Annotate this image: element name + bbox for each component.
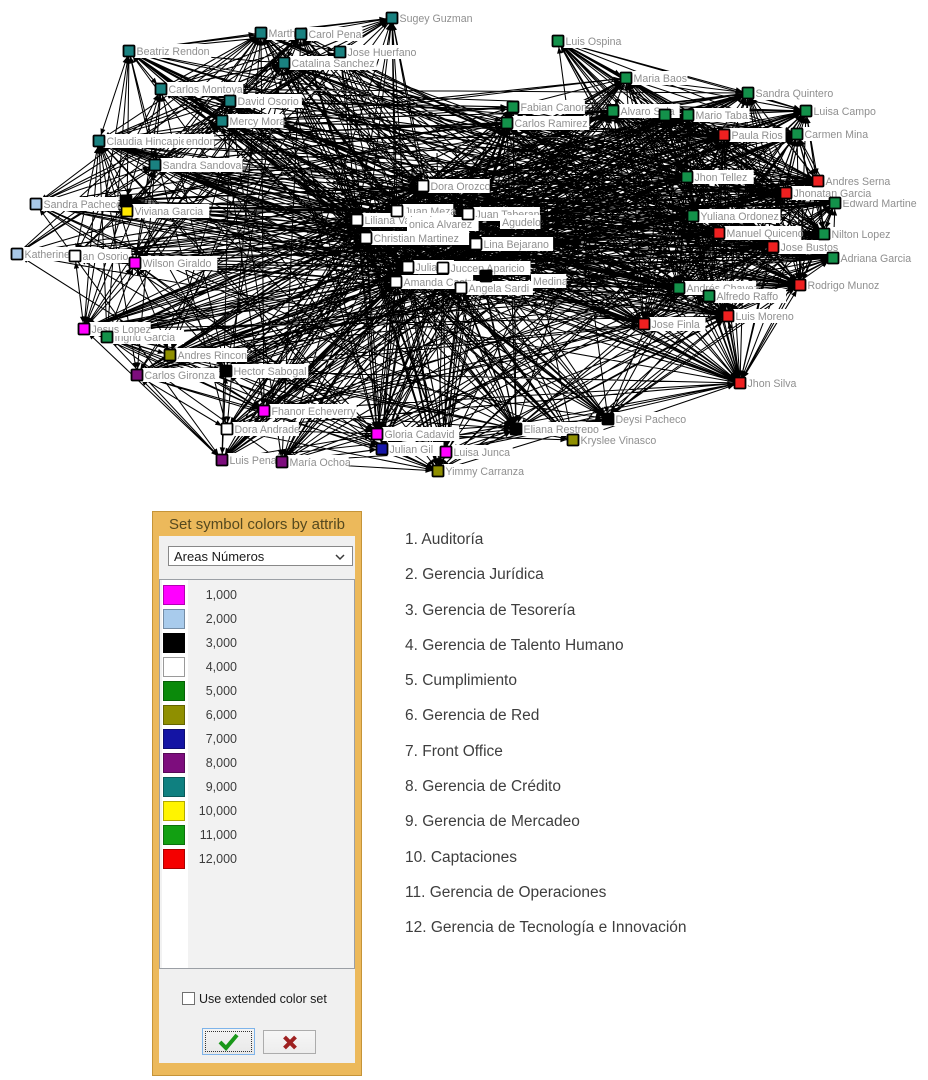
svg-text:Kryslee Vinasco: Kryslee Vinasco	[581, 435, 657, 447]
svg-text:Viviana Garcia: Viviana Garcia	[135, 206, 204, 218]
svg-text:Paula Rios: Paula Rios	[732, 130, 783, 142]
svg-text:Claudia Hincapie: Claudia Hincapie	[107, 136, 187, 148]
svg-text:Hector Sabogal: Hector Sabogal	[234, 366, 307, 378]
svg-text:Catalina Sanchez: Catalina Sanchez	[292, 58, 375, 70]
svg-text:Fabian Canon: Fabian Canon	[521, 102, 588, 114]
svg-text:Julian Gil: Julian Gil	[390, 444, 434, 456]
svg-text:Jose Huerfano: Jose Huerfano	[348, 47, 417, 59]
svg-text:Adriana Garcia: Adriana Garcia	[841, 253, 912, 265]
svg-text:Carol Pena: Carol Pena	[309, 29, 362, 41]
svg-text:Christian Martinez: Christian Martinez	[374, 233, 459, 245]
svg-text:Juccep Aparicio: Juccep Aparicio	[451, 263, 525, 275]
svg-text:Angela Sardi: Angela Sardi	[469, 283, 530, 295]
svg-text:Jhon Silva: Jhon Silva	[748, 378, 797, 390]
svg-text:Luis Moreno: Luis Moreno	[736, 311, 794, 323]
svg-text:Luis Ospina: Luis Ospina	[566, 36, 622, 48]
svg-text:Carlos Gironza: Carlos Gironza	[145, 370, 216, 382]
svg-text:Nilton Lopez: Nilton Lopez	[832, 229, 891, 241]
svg-text:Sandra Quintero: Sandra Quintero	[756, 88, 834, 100]
svg-text:Jose Bustos: Jose Bustos	[781, 242, 839, 254]
svg-text:Jhonatan Garcia: Jhonatan Garcia	[794, 188, 872, 200]
svg-text:Medina: Medina	[533, 276, 568, 288]
svg-text:Luisa Junca: Luisa Junca	[454, 447, 511, 459]
svg-text:Manuel Quiceno: Manuel Quiceno	[727, 228, 804, 240]
svg-text:Deysi Pacheco: Deysi Pacheco	[616, 414, 687, 426]
svg-text:Dora Andrade: Dora Andrade	[235, 424, 300, 436]
svg-text:Carlos Montoya: Carlos Montoya	[169, 84, 243, 96]
svg-text:Yimmy Carranza: Yimmy Carranza	[446, 466, 525, 478]
svg-text:Agudelo: Agudelo	[502, 217, 541, 229]
svg-text:Wilson Giraldo: Wilson Giraldo	[143, 258, 212, 270]
svg-text:Jesus Lopez: Jesus Lopez	[92, 324, 151, 336]
svg-text:Sandra Pacheco: Sandra Pacheco	[44, 199, 122, 211]
svg-text:Beatriz Rendon: Beatriz Rendon	[137, 46, 210, 58]
svg-text:Eliana Restrepo: Eliana Restrepo	[524, 424, 599, 436]
svg-text:María Ochoa: María Ochoa	[290, 457, 351, 469]
svg-text:Mercy Mora: Mercy Mora	[230, 116, 286, 128]
svg-text:Luis Pena: Luis Pena	[230, 455, 277, 467]
svg-text:Andres Serna: Andres Serna	[826, 176, 891, 188]
svg-text:Carlos Ramirez: Carlos Ramirez	[515, 118, 588, 130]
svg-text:Alfredo Raffo: Alfredo Raffo	[717, 291, 779, 303]
svg-text:an Osorio: an Osorio	[83, 251, 129, 263]
svg-text:Luisa Campo: Luisa Campo	[814, 106, 877, 118]
svg-text:Carmen Mina: Carmen Mina	[805, 129, 869, 141]
svg-text:Marth: Marth	[269, 28, 296, 40]
svg-text:Maria Baos: Maria Baos	[634, 73, 688, 85]
svg-text:Edward Martine: Edward Martine	[843, 198, 917, 210]
svg-text:Fhanor Echeverry: Fhanor Echeverry	[272, 406, 357, 418]
svg-text:Mario Taba: Mario Taba	[696, 110, 748, 122]
svg-text:Gloria Cadavid: Gloria Cadavid	[385, 429, 455, 441]
svg-text:Sugey Guzman: Sugey Guzman	[400, 13, 473, 25]
svg-text:endon: endon	[186, 136, 216, 148]
svg-text:Dora Orozco: Dora Orozco	[431, 181, 491, 193]
svg-text:Jose Finla: Jose Finla	[652, 319, 700, 331]
svg-text:Sandra Sandoval: Sandra Sandoval	[163, 160, 244, 172]
svg-text:Yuliana Ordonez: Yuliana Ordonez	[701, 211, 779, 223]
svg-text:Jhon Tellez: Jhon Tellez	[695, 172, 748, 184]
svg-text:Lina Bejarano: Lina Bejarano	[484, 239, 549, 251]
svg-text:Rodrigo Munoz: Rodrigo Munoz	[808, 280, 880, 292]
svg-text:onica Alvarez: onica Alvarez	[409, 219, 472, 231]
svg-text:David Osorio: David Osorio	[238, 96, 299, 108]
svg-text:Andres Rincon: Andres Rincon	[178, 350, 248, 362]
